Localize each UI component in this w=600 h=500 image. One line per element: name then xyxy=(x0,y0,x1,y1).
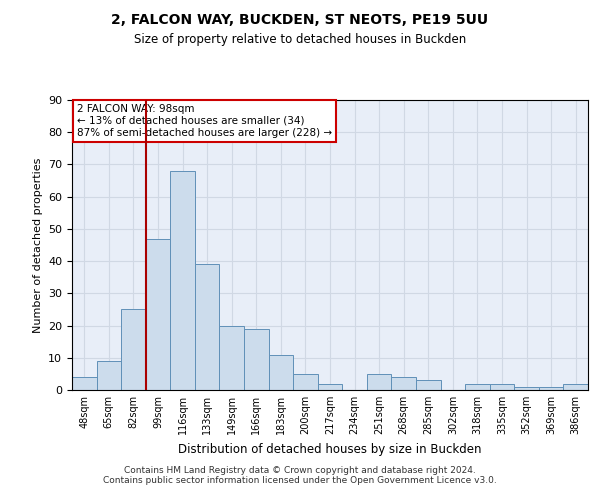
Y-axis label: Number of detached properties: Number of detached properties xyxy=(32,158,43,332)
Bar xyxy=(220,326,244,390)
Bar xyxy=(269,354,293,390)
Bar xyxy=(97,361,121,390)
Text: Contains HM Land Registry data © Crown copyright and database right 2024.
Contai: Contains HM Land Registry data © Crown c… xyxy=(103,466,497,485)
Bar xyxy=(121,310,146,390)
Bar xyxy=(367,374,391,390)
Bar xyxy=(146,238,170,390)
Bar xyxy=(244,329,269,390)
Text: Size of property relative to detached houses in Buckden: Size of property relative to detached ho… xyxy=(134,32,466,46)
Bar xyxy=(170,171,195,390)
X-axis label: Distribution of detached houses by size in Buckden: Distribution of detached houses by size … xyxy=(178,442,482,456)
Text: 2 FALCON WAY: 98sqm
← 13% of detached houses are smaller (34)
87% of semi-detach: 2 FALCON WAY: 98sqm ← 13% of detached ho… xyxy=(77,104,332,138)
Bar xyxy=(293,374,318,390)
Bar xyxy=(318,384,342,390)
Bar xyxy=(72,377,97,390)
Bar xyxy=(563,384,588,390)
Bar xyxy=(490,384,514,390)
Bar xyxy=(539,387,563,390)
Bar xyxy=(514,387,539,390)
Bar xyxy=(465,384,490,390)
Text: 2, FALCON WAY, BUCKDEN, ST NEOTS, PE19 5UU: 2, FALCON WAY, BUCKDEN, ST NEOTS, PE19 5… xyxy=(112,12,488,26)
Bar xyxy=(195,264,220,390)
Bar xyxy=(416,380,440,390)
Bar xyxy=(391,377,416,390)
